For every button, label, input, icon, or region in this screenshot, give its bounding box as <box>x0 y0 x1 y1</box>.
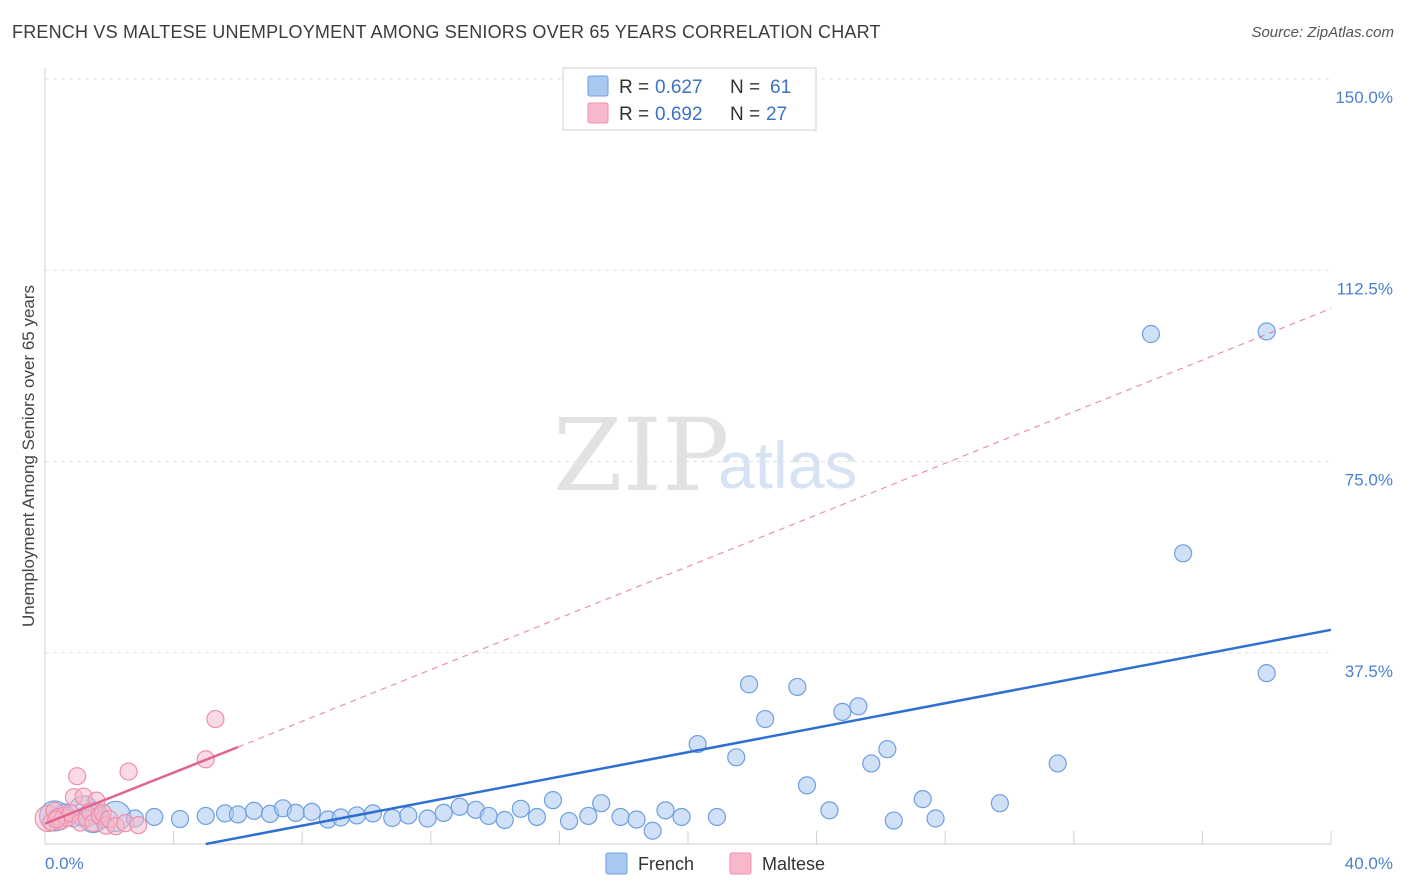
point-french-34 <box>579 806 598 826</box>
legend-n-value-maltese: 27 <box>766 104 787 125</box>
x-tick-label-0: 0.0% <box>45 854 84 873</box>
y-tick-label-0: 37.5% <box>1345 662 1393 681</box>
legend-n-label-maltese: N = <box>730 104 760 125</box>
point-french-28 <box>479 806 498 826</box>
point-french-49 <box>833 702 852 722</box>
point-french-9 <box>170 809 190 829</box>
point-french-43 <box>727 748 746 767</box>
tick-labels: 37.5% 75.0% 112.5% 150.0% 0.0% 40.0% <box>45 88 1393 873</box>
point-french-47 <box>797 776 817 795</box>
legend-n-value-french: 61 <box>770 77 791 98</box>
point-french-24 <box>418 809 437 828</box>
trendline-french <box>205 628 1332 846</box>
point-french-22 <box>383 808 402 828</box>
legend-r-value-maltese: 0.692 <box>655 104 703 125</box>
legend-r-value-french: 0.627 <box>655 77 703 98</box>
point-french-50 <box>849 697 868 716</box>
point-french-46 <box>788 677 807 697</box>
point-french-37 <box>627 810 646 829</box>
point-french-45 <box>756 709 775 729</box>
point-french-33 <box>559 811 579 831</box>
bottom-legend: French Maltese <box>605 852 825 875</box>
legend-swatch-french <box>587 75 609 97</box>
chart-title: FRENCH VS MALTESE UNEMPLOYMENT AMONG SEN… <box>12 22 881 42</box>
y-tick-label-1: 75.0% <box>1345 471 1393 490</box>
watermark: ZIP atlas <box>553 397 857 514</box>
point-french-36 <box>611 807 630 827</box>
point-french-57 <box>1048 754 1067 773</box>
point-maltese-9 <box>68 767 87 786</box>
point-french-8 <box>145 807 164 827</box>
legend-swatch-maltese <box>587 102 609 124</box>
point-french-23 <box>399 806 418 825</box>
point-french-44 <box>739 675 759 694</box>
y-axis-label: Unemployment Among Seniors over 65 years <box>19 285 38 627</box>
point-french-25 <box>434 803 453 822</box>
point-french-12 <box>228 805 247 824</box>
watermark-zip: ZIP <box>553 397 729 514</box>
point-french-40 <box>672 807 691 827</box>
trendline-maltese <box>44 745 239 825</box>
point-french-38 <box>643 821 662 840</box>
legend-n-label-french: N = <box>730 77 760 98</box>
point-french-31 <box>527 807 546 827</box>
y-tick-label-3: 150.0% <box>1335 88 1393 107</box>
point-french-17 <box>302 802 321 821</box>
data-points <box>34 322 1276 840</box>
axes <box>44 68 1332 845</box>
point-french-48 <box>820 801 839 820</box>
point-french-29 <box>495 810 514 830</box>
legend-r-label-maltese: R = <box>619 104 649 125</box>
trendline-maltese-extension <box>237 307 1332 748</box>
point-maltese-22 <box>119 762 138 781</box>
point-french-16 <box>286 803 305 822</box>
bottom-legend-swatch-maltese <box>729 852 752 875</box>
point-french-53 <box>884 811 903 830</box>
point-french-10 <box>196 806 215 826</box>
point-french-58 <box>1141 324 1161 344</box>
point-french-35 <box>592 794 611 813</box>
point-french-55 <box>926 809 945 828</box>
bottom-legend-swatch-french <box>605 852 628 875</box>
point-french-30 <box>511 799 530 818</box>
point-french-13 <box>244 801 264 820</box>
point-french-39 <box>656 801 675 820</box>
point-french-56 <box>990 794 1009 813</box>
point-french-59 <box>1174 544 1193 563</box>
point-french-51 <box>862 754 881 773</box>
point-french-26 <box>450 797 469 816</box>
legend-r-label-french: R = <box>619 77 649 98</box>
point-french-61 <box>1257 664 1276 683</box>
x-tick-label-1: 40.0% <box>1345 854 1393 873</box>
bottom-legend-label-maltese: Maltese <box>762 854 825 874</box>
watermark-atlas: atlas <box>718 428 857 502</box>
legend: R = 0.627 N = 61 R = 0.692 N = 27 <box>562 67 817 131</box>
trendlines <box>44 307 1332 846</box>
point-maltese-25 <box>206 709 225 729</box>
point-french-32 <box>543 791 563 810</box>
point-french-52 <box>878 740 897 759</box>
point-maltese-23 <box>129 816 148 835</box>
source-label: Source: ZipAtlas.com <box>1251 24 1394 41</box>
y-tick-label-2: 112.5% <box>1337 279 1393 298</box>
point-french-54 <box>913 790 932 809</box>
bottom-legend-label-french: French <box>638 854 694 874</box>
point-french-42 <box>707 807 727 827</box>
